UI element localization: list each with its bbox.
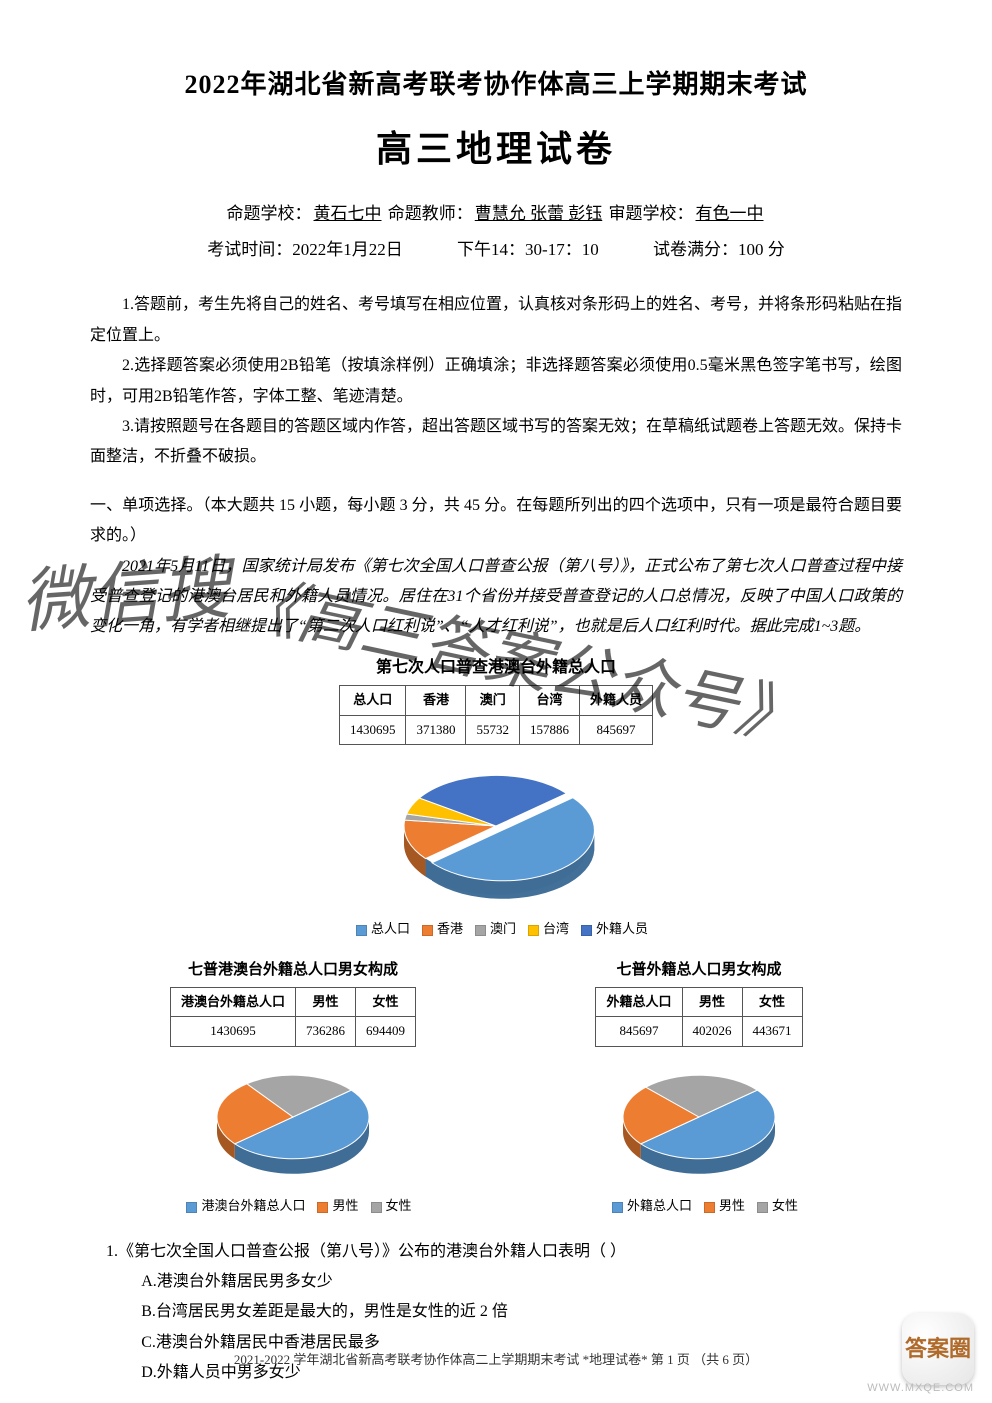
legend-swatch	[612, 1202, 623, 1213]
table-header: 外籍总人口	[596, 987, 682, 1017]
chart2-table: 港澳台外籍总人口男性女性 1430695736286694409	[170, 987, 416, 1047]
section-heading: 一、单项选择。（本大题共 15 小题，每小题 3 分，共 45 分。在每题所列出…	[90, 491, 902, 552]
chart1-pie	[346, 751, 646, 911]
legend-swatch	[704, 1202, 715, 1213]
table-cell: 371380	[406, 715, 466, 745]
chart2-block: 七普港澳台外籍总人口男女构成 港澳台外籍总人口男性女性 143069573628…	[106, 956, 480, 1219]
chart3-pie	[579, 1053, 819, 1188]
table-cell: 55732	[466, 715, 520, 745]
q1-stem: 1.《第七次全国人口普查公报（第八号）》公布的港澳台外籍人口表明（ ）	[90, 1237, 902, 1267]
teachers: 曹慧允 张蕾 彭钰	[473, 204, 605, 223]
q1-opt-a: A.港澳台外籍居民男多女少	[90, 1267, 902, 1297]
table-header: 男性	[682, 987, 742, 1017]
legend-swatch	[371, 1202, 382, 1213]
table-header: 外籍人员	[579, 686, 652, 716]
table-header: 台湾	[519, 686, 579, 716]
instruction-1: 1.答题前，考生先将自己的姓名、考号填写在相应位置，认真核对条形码上的姓名、考号…	[90, 290, 902, 351]
legend-swatch	[528, 925, 539, 936]
table-header: 女性	[742, 987, 802, 1017]
table-header: 总人口	[339, 686, 406, 716]
meta1-prefix: 命题学校：	[227, 204, 312, 223]
exam-slot: 下午14：30-17：10	[457, 234, 599, 266]
table-header: 男性	[296, 987, 356, 1017]
legend-swatch	[422, 925, 433, 936]
small-charts-row: 七普港澳台外籍总人口男女构成 港澳台外籍总人口男性女性 143069573628…	[90, 956, 902, 1219]
legend-label: 外籍总人口	[627, 1198, 692, 1213]
chart1-block: 第七次人口普查港澳台外籍总人口 总人口香港澳门台湾外籍人员 1430695371…	[216, 653, 776, 942]
table-header: 香港	[406, 686, 466, 716]
score: 100 分	[738, 234, 785, 266]
table-cell: 157886	[519, 715, 579, 745]
legend-label: 总人口	[371, 921, 410, 936]
table-header: 港澳台外籍总人口	[170, 987, 295, 1017]
table-cell: 845697	[596, 1017, 682, 1047]
legend-swatch	[475, 925, 486, 936]
table-cell: 736286	[296, 1017, 356, 1047]
chart1-legend: 总人口 香港 澳门 台湾 外籍人员	[216, 917, 776, 942]
legend-label: 外籍人员	[596, 921, 648, 936]
table-cell: 1430695	[339, 715, 406, 745]
instruction-2: 2.选择题答案必须使用2B铅笔（按填涂样例）正确填涂；非选择题答案必须使用0.5…	[90, 351, 902, 412]
meta-line-1: 命题学校：黄石七中 命题教师：曹慧允 张蕾 彭钰 审题学校：有色一中	[90, 198, 902, 230]
table-cell: 694409	[356, 1017, 416, 1047]
chart3-legend: 外籍总人口 男性 女性	[512, 1194, 886, 1219]
chart3-table: 外籍总人口男性女性 845697402026443671	[595, 987, 802, 1047]
table-header: 女性	[356, 987, 416, 1017]
school2: 有色一中	[694, 204, 766, 223]
chart1-table: 总人口香港澳门台湾外籍人员 14306953713805573215788684…	[339, 685, 653, 745]
page-footer: 2021-2022 学年湖北省新高考联考协作体高二上学期期末考试 *地理试卷* …	[0, 1348, 992, 1373]
chart1-title: 第七次人口普查港澳台外籍总人口	[216, 653, 776, 683]
legend-label: 港澳台外籍总人口	[201, 1198, 305, 1213]
legend-swatch	[581, 925, 592, 936]
meta1-suffix: 审题学校：	[604, 204, 693, 223]
exam-date: 2022年1月22日	[292, 234, 403, 266]
chart3-title: 七普外籍总人口男女构成	[512, 956, 886, 985]
q1-opt-b: B.台湾居民男女差距是最大的，男性是女性的近 2 倍	[90, 1297, 902, 1327]
legend-label: 女性	[772, 1198, 798, 1213]
table-cell: 1430695	[170, 1017, 295, 1047]
legend-swatch	[317, 1202, 328, 1213]
table-cell: 443671	[742, 1017, 802, 1047]
chart2-pie	[173, 1053, 413, 1188]
watermark-url: WWW.MXQE.COM	[867, 1378, 974, 1399]
school1: 黄石七中	[312, 204, 384, 223]
legend-label: 女性	[386, 1198, 412, 1213]
table-header: 澳门	[466, 686, 520, 716]
exam-main-title: 2022年湖北省新高考联考协作体高三上学期期末考试	[90, 60, 902, 109]
table-cell: 402026	[682, 1017, 742, 1047]
watermark-logo: 答案圈	[902, 1313, 974, 1385]
meta1-mid: 命题教师：	[384, 204, 473, 223]
legend-label: 台湾	[543, 921, 569, 936]
legend-label: 澳门	[490, 921, 516, 936]
legend-label: 香港	[437, 921, 463, 936]
legend-label: 男性	[719, 1198, 745, 1213]
legend-swatch	[356, 925, 367, 936]
exam-time-label: 考试时间：	[207, 234, 292, 266]
legend-swatch	[186, 1202, 197, 1213]
chart2-title: 七普港澳台外籍总人口男女构成	[106, 956, 480, 985]
legend-label: 男性	[332, 1198, 358, 1213]
table-cell: 845697	[579, 715, 652, 745]
exam-sub-title: 高三地理试卷	[90, 115, 902, 183]
chart2-legend: 港澳台外籍总人口 男性 女性	[106, 1194, 480, 1219]
score-label: 试卷满分：	[653, 234, 738, 266]
watermark-logo-text: 答案圈	[905, 1328, 971, 1370]
instruction-3: 3.请按照题号在各题目的答题区域内作答，超出答题区域书写的答案无效；在草稿纸试题…	[90, 412, 902, 473]
legend-swatch	[757, 1202, 768, 1213]
chart3-block: 七普外籍总人口男女构成 外籍总人口男性女性 845697402026443671…	[512, 956, 886, 1219]
meta-line-2: 考试时间：2022年1月22日 下午14：30-17：10 试卷满分：100 分	[90, 234, 902, 266]
passage-text: 2021年5月11日，国家统计局发布《第七次全国人口普查公报（第八号）》，正式公…	[90, 552, 902, 643]
